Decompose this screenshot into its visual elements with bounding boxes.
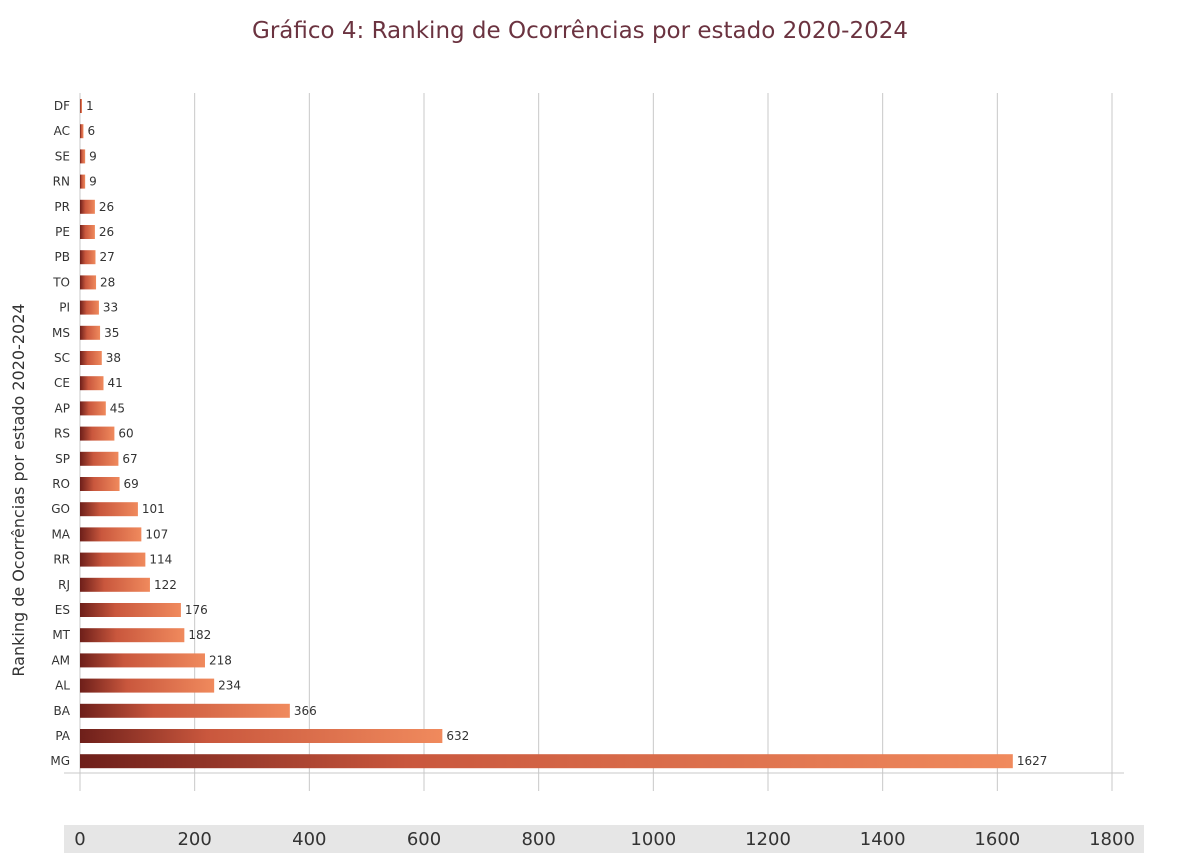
category-label: MT <box>52 628 70 642</box>
data-label: 6 <box>87 124 95 138</box>
bar <box>80 552 146 567</box>
category-label: DF <box>54 99 70 113</box>
category-label: SP <box>55 452 70 466</box>
bar <box>80 678 215 693</box>
category-label: MS <box>52 326 70 340</box>
bar <box>80 325 101 340</box>
data-label: 632 <box>446 729 469 743</box>
category-label: ES <box>55 603 70 617</box>
data-label: 1627 <box>1017 754 1048 768</box>
x-tick-label: 0 <box>74 829 85 850</box>
x-tick-label: 1400 <box>860 829 906 850</box>
category-label: RO <box>52 477 70 491</box>
bar <box>80 703 290 718</box>
bar <box>80 577 150 592</box>
x-tick-label: 1000 <box>630 829 676 850</box>
category-label: PB <box>55 250 70 264</box>
category-label: CE <box>54 376 70 390</box>
category-label: PA <box>55 729 70 743</box>
data-label: 35 <box>104 326 119 340</box>
category-label: TO <box>52 275 70 289</box>
category-label: SE <box>55 149 70 163</box>
data-label: 182 <box>188 628 211 642</box>
data-label: 366 <box>294 704 317 718</box>
data-label: 9 <box>89 149 97 163</box>
bar <box>80 351 102 365</box>
chart-title: Gráfico 4: Ranking de Ocorrências por es… <box>252 18 908 44</box>
category-label: AP <box>55 401 70 415</box>
category-label: RN <box>53 175 70 189</box>
data-label: 9 <box>89 175 97 189</box>
gridlines <box>79 93 1113 773</box>
bar <box>80 527 142 542</box>
x-tick-label: 800 <box>521 829 555 850</box>
x-tick-label: 1200 <box>745 829 791 850</box>
bar <box>80 250 96 265</box>
category-label: AL <box>55 679 70 693</box>
bar <box>80 754 1013 769</box>
x-axis-tick-band <box>64 825 1144 853</box>
category-label: RS <box>54 427 70 441</box>
x-tick-label: 1600 <box>974 829 1020 850</box>
bar <box>80 275 97 290</box>
data-label: 26 <box>99 225 114 239</box>
y-axis-label: Ranking de Ocorrências por estado 2020-2… <box>9 303 28 676</box>
x-tick-label: 200 <box>177 829 211 850</box>
bar <box>80 401 106 416</box>
data-label: 69 <box>124 477 139 491</box>
axes <box>64 772 1124 791</box>
bars <box>80 99 1013 769</box>
data-label: 101 <box>142 502 165 516</box>
data-label: 67 <box>122 452 137 466</box>
bar <box>80 376 104 391</box>
data-label: 38 <box>106 351 121 365</box>
x-tick-label: 600 <box>407 829 441 850</box>
data-label: 33 <box>103 301 118 315</box>
bar <box>80 451 119 466</box>
category-label: MA <box>51 527 70 541</box>
category-label: RJ <box>58 578 70 592</box>
category-label: GO <box>51 502 70 516</box>
bar <box>80 199 95 214</box>
bar <box>80 124 84 139</box>
category-label: PI <box>59 301 70 315</box>
bar <box>80 477 120 491</box>
data-label: 1 <box>86 99 94 113</box>
bar <box>80 653 205 668</box>
data-label: 45 <box>110 401 125 415</box>
bar <box>80 149 86 164</box>
data-label: 60 <box>118 427 133 441</box>
labels: 0 200 400 600 800 1000 1200 1400 1600 1800 DF 1 AC 6 S… <box>50 99 1135 850</box>
category-label: MG <box>50 754 70 768</box>
data-label: 28 <box>100 275 115 289</box>
category-label: AM <box>51 653 70 667</box>
category-label: PE <box>55 225 70 239</box>
bar <box>80 603 181 617</box>
bar <box>80 729 443 743</box>
category-label: AC <box>54 124 70 138</box>
bar <box>80 174 86 189</box>
bar <box>80 225 95 239</box>
category-label: SC <box>54 351 70 365</box>
data-label: 107 <box>145 527 168 541</box>
data-label: 26 <box>99 200 114 214</box>
category-label: RR <box>53 553 70 567</box>
bar <box>80 426 115 441</box>
data-label: 234 <box>218 679 241 693</box>
data-label: 41 <box>108 376 123 390</box>
x-tick-label: 400 <box>292 829 326 850</box>
bar <box>80 628 185 643</box>
category-label: PR <box>54 200 70 214</box>
data-label: 122 <box>154 578 177 592</box>
category-label: BA <box>54 704 71 718</box>
data-label: 218 <box>209 653 232 667</box>
data-label: 176 <box>185 603 208 617</box>
bar <box>80 99 82 113</box>
x-tick-label: 1800 <box>1089 829 1135 850</box>
bar <box>80 300 99 315</box>
data-label: 114 <box>149 553 172 567</box>
bar <box>80 502 138 517</box>
data-label: 27 <box>99 250 114 264</box>
